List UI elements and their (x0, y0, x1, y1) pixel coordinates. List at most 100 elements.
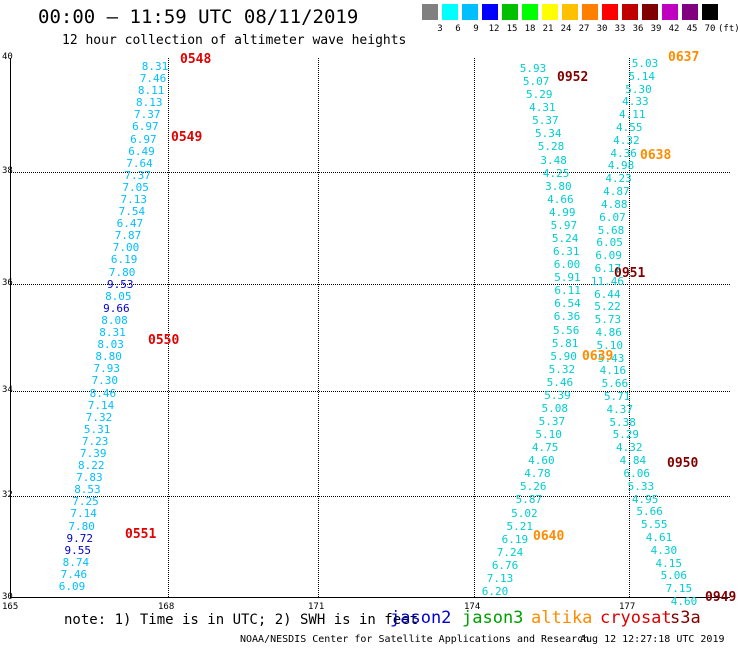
wave-height-value: 4.11 (619, 108, 646, 122)
scale-label: 70 (704, 24, 716, 34)
wave-height-value: 5.32 (548, 362, 576, 376)
scale-label: 3 (437, 24, 443, 34)
legend-altika: altika (531, 608, 593, 628)
wave-height-value: 8.03 (97, 338, 124, 352)
scale-swatch (442, 4, 458, 20)
pass-time-label: 0952 (557, 70, 589, 85)
wave-height-value: 5.29 (612, 428, 640, 442)
wave-height-value: 7.24 (496, 545, 524, 559)
wave-height-value: 6.36 (553, 310, 581, 324)
wave-height-value: 8.22 (78, 459, 105, 473)
wave-height-value: 7.37 (124, 168, 151, 182)
wave-height-value: 5.56 (552, 323, 580, 337)
wave-height-value: 4.37 (606, 402, 634, 416)
wave-height-value: 4.30 (650, 543, 678, 557)
footer-timestamp: Aug 12 12:27:18 UTC 2019 (580, 634, 725, 645)
wave-height-value: 5.26 (520, 480, 547, 494)
wave-height-value: 5.93 (519, 62, 547, 75)
wave-height-value: 5.10 (535, 428, 562, 442)
wave-height-value: 7.13 (486, 571, 514, 585)
wave-height-value: 5.14 (628, 69, 656, 83)
wave-height-value: 6.19 (501, 532, 529, 546)
lat-label: 36 (2, 278, 13, 288)
scale-swatch (582, 4, 598, 20)
wave-height-value: 4.15 (655, 556, 683, 570)
wave-height-value: 7.64 (126, 156, 153, 170)
scale-label: 24 (560, 24, 572, 34)
wave-height-value: 7.30 (91, 374, 119, 388)
wave-height-value: 5.02 (511, 506, 538, 520)
wave-height-value: 5.91 (554, 271, 581, 285)
wave-height-value: 8.74 (62, 555, 90, 569)
pass-time-label: 0548 (180, 52, 212, 67)
wave-height-value: 9.55 (64, 543, 92, 557)
wave-height-value: 9.66 (103, 301, 130, 315)
wave-height-value: 6.44 (594, 287, 621, 301)
wave-height-value: 6.20 (481, 585, 509, 598)
wave-height-value: 7.54 (118, 205, 146, 219)
legend-cryosat: cryosat (600, 608, 672, 628)
wave-height-value: 6.76 (491, 558, 519, 572)
wave-height-value: 5.22 (594, 300, 621, 314)
wave-height-value: 4.99 (548, 205, 576, 219)
pass-time-label: 0950 (667, 456, 699, 471)
parallel-36 (11, 284, 730, 285)
wave-height-value: 6.97 (132, 120, 159, 134)
wave-height-value: 7.39 (79, 446, 107, 460)
lat-label: 40 (2, 52, 13, 62)
wave-height-value: 6.07 (599, 210, 626, 224)
wave-height-value: 4.60 (528, 454, 555, 468)
wave-height-value: 8.80 (95, 350, 122, 364)
meridian-177 (629, 58, 630, 597)
wave-height-value: 4.84 (619, 454, 647, 468)
lat-label: 34 (2, 385, 13, 395)
pass-time-label: 0951 (614, 266, 646, 281)
wave-height-value: 4.66 (547, 192, 574, 206)
lat-label: 30 (2, 592, 13, 602)
wave-height-value: 11.46 (590, 274, 625, 288)
wave-height-value: 4.87 (603, 185, 630, 199)
wave-height-value: 7.14 (70, 507, 97, 521)
wave-height-value: 5.34 (534, 127, 562, 141)
scale-swatch (502, 4, 518, 20)
wave-height-value: 5.73 (594, 313, 622, 327)
wave-height-value: 8.31 (99, 326, 126, 340)
scale-swatch (522, 4, 538, 20)
scale-label: 42 (668, 24, 680, 34)
map-subtitle: 12 hour collection of altimeter wave hei… (62, 33, 407, 48)
wave-height-value: 3.48 (540, 153, 567, 167)
pass-time-label: 0549 (171, 130, 203, 145)
wave-height-value: 5.66 (636, 505, 663, 519)
wave-height-value: 5.29 (526, 88, 553, 102)
wave-height-value: 4.86 (595, 326, 622, 339)
map-title: 00:00 – 11:59 UTC 08/11/2019 (38, 6, 359, 28)
wave-height-value: 7.46 (139, 72, 167, 86)
wave-height-value: 7.14 (87, 398, 115, 412)
wave-height-value: 6.54 (554, 297, 581, 311)
lon-label: 165 (2, 602, 19, 612)
wave-height-value: 6.09 (58, 580, 86, 593)
lon-label: 168 (158, 602, 175, 612)
altimeter-map (10, 58, 730, 598)
pass-time-label: 0637 (668, 50, 700, 65)
wave-height-value: 6.47 (116, 217, 144, 231)
wave-height-value: 7.05 (122, 180, 149, 194)
wave-height-value: 4.23 (605, 172, 632, 186)
wave-height-value: 4.95 (631, 492, 659, 506)
wave-height-value: 6.17 (594, 261, 622, 275)
wave-height-value: 5.33 (627, 479, 655, 493)
wave-height-value: 5.43 (597, 351, 625, 365)
wave-height-value: 5.97 (550, 218, 578, 232)
wave-height-value: 7.32 (85, 410, 113, 424)
wave-height-value: 6.31 (552, 245, 580, 259)
lat-label: 32 (2, 490, 13, 500)
wave-height-value: 4.31 (529, 101, 556, 115)
wave-height-value: 4.32 (613, 133, 640, 147)
scale-label: 39 (650, 24, 662, 34)
wave-height-value: 7.83 (76, 471, 103, 485)
wave-height-value: 5.06 (660, 569, 688, 583)
meridian-174 (474, 58, 475, 597)
wave-height-value: 6.97 (130, 132, 157, 146)
scale-label: 21 (542, 24, 554, 34)
pass-time-label: 0551 (125, 527, 157, 542)
